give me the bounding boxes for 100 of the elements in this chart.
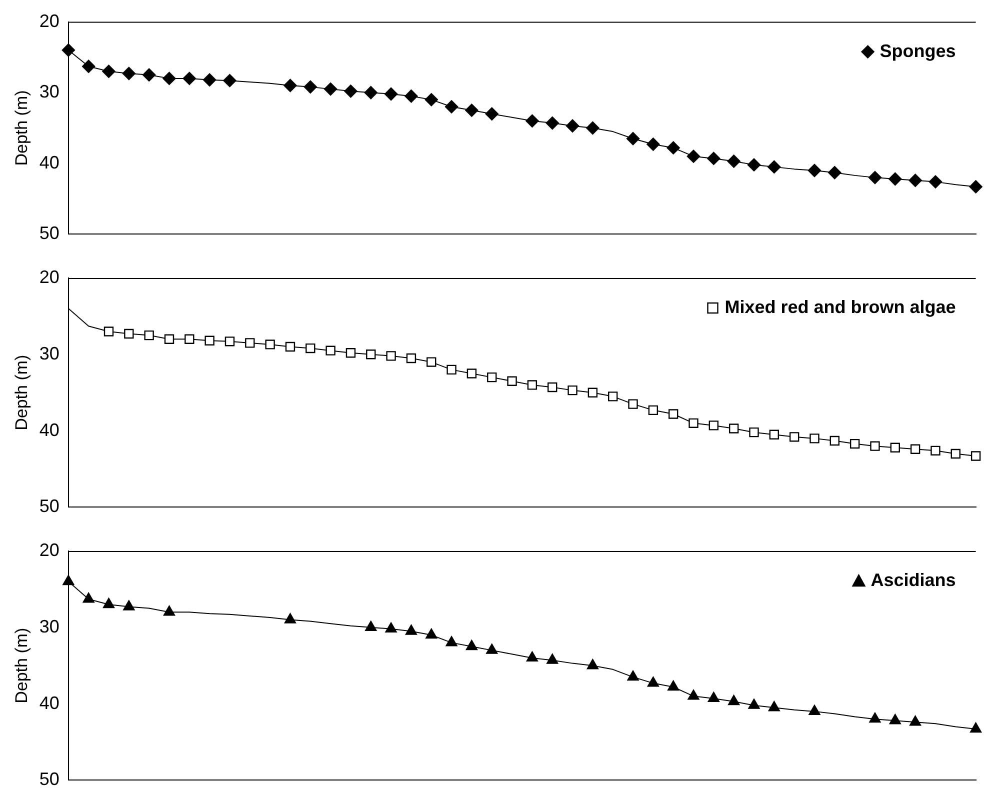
- point: [204, 336, 214, 346]
- point: [366, 350, 376, 360]
- point: [668, 680, 680, 691]
- point: [728, 424, 739, 434]
- point: [487, 372, 497, 382]
- legend-label: Mixed red and brown algae: [724, 296, 956, 317]
- point: [184, 334, 194, 344]
- point: [748, 698, 760, 709]
- point: [62, 44, 76, 57]
- legend-label: Ascidians: [870, 570, 956, 590]
- point: [870, 441, 880, 451]
- point: [727, 154, 740, 168]
- point: [647, 676, 659, 687]
- point: [808, 704, 820, 716]
- point: [686, 150, 700, 163]
- point: [648, 405, 658, 416]
- point: [424, 93, 438, 106]
- point: [224, 336, 235, 346]
- point: [326, 346, 336, 356]
- point: [626, 132, 640, 146]
- point: [406, 353, 416, 364]
- point: [163, 606, 176, 616]
- point: [688, 418, 698, 428]
- point: [768, 160, 781, 174]
- point: [104, 326, 114, 336]
- point: [426, 357, 436, 367]
- point: [707, 152, 720, 166]
- point: [546, 654, 558, 664]
- point: [586, 121, 600, 135]
- point: [869, 712, 881, 723]
- point: [768, 701, 780, 712]
- point: [486, 644, 498, 654]
- y-tick-label: 30: [39, 616, 60, 636]
- point: [122, 66, 136, 80]
- point: [82, 592, 94, 603]
- point: [728, 694, 740, 706]
- point: [364, 86, 378, 100]
- point: [526, 651, 538, 662]
- point: [548, 382, 558, 392]
- point: [62, 574, 74, 586]
- point: [365, 620, 377, 631]
- point: [930, 446, 940, 456]
- point: [928, 175, 942, 188]
- point: [324, 82, 338, 96]
- point: [828, 166, 842, 180]
- point: [144, 330, 154, 340]
- point: [223, 74, 236, 88]
- y-tick-label: 40: [39, 420, 60, 440]
- point: [466, 640, 478, 650]
- point: [285, 342, 296, 352]
- point: [304, 80, 317, 94]
- point: [284, 613, 296, 624]
- point: [910, 716, 922, 726]
- y-axis-title: Depth (m): [12, 90, 31, 166]
- point: [344, 84, 358, 98]
- y-tick-label: 30: [39, 82, 60, 102]
- point: [446, 364, 456, 375]
- point: [970, 722, 982, 733]
- y-tick-label: 20: [39, 266, 60, 287]
- point: [808, 164, 822, 178]
- point: [182, 72, 196, 86]
- point: [102, 598, 115, 608]
- y-tick-label: 50: [39, 223, 60, 244]
- point: [666, 141, 680, 154]
- point: [384, 87, 398, 101]
- point: [527, 380, 538, 390]
- point: [202, 73, 216, 86]
- y-axis-title: Depth (m): [12, 354, 31, 430]
- y-tick-label: 50: [39, 496, 60, 516]
- y-tick-label: 20: [39, 540, 60, 560]
- point: [969, 180, 982, 194]
- point: [265, 340, 275, 350]
- point: [245, 338, 255, 348]
- point: [444, 100, 458, 114]
- point: [346, 348, 356, 358]
- point: [708, 692, 720, 702]
- point: [162, 72, 176, 86]
- point: [910, 444, 920, 454]
- legend-label: Sponges: [880, 40, 956, 61]
- point: [404, 90, 418, 103]
- point: [789, 432, 800, 442]
- point: [888, 172, 902, 186]
- point: [82, 60, 96, 74]
- point: [708, 420, 719, 430]
- point: [566, 119, 580, 132]
- y-tick-label: 40: [39, 692, 60, 713]
- point: [405, 624, 418, 635]
- point: [465, 104, 478, 117]
- y-axis-title: Depth (m): [12, 628, 31, 704]
- point: [568, 385, 578, 396]
- point: [386, 351, 396, 361]
- point: [627, 670, 639, 681]
- point: [747, 158, 761, 172]
- point: [769, 430, 780, 440]
- point: [124, 328, 134, 339]
- point: [446, 636, 458, 646]
- point: [485, 107, 498, 120]
- point: [850, 438, 860, 449]
- point: [385, 622, 397, 633]
- point: [830, 436, 840, 446]
